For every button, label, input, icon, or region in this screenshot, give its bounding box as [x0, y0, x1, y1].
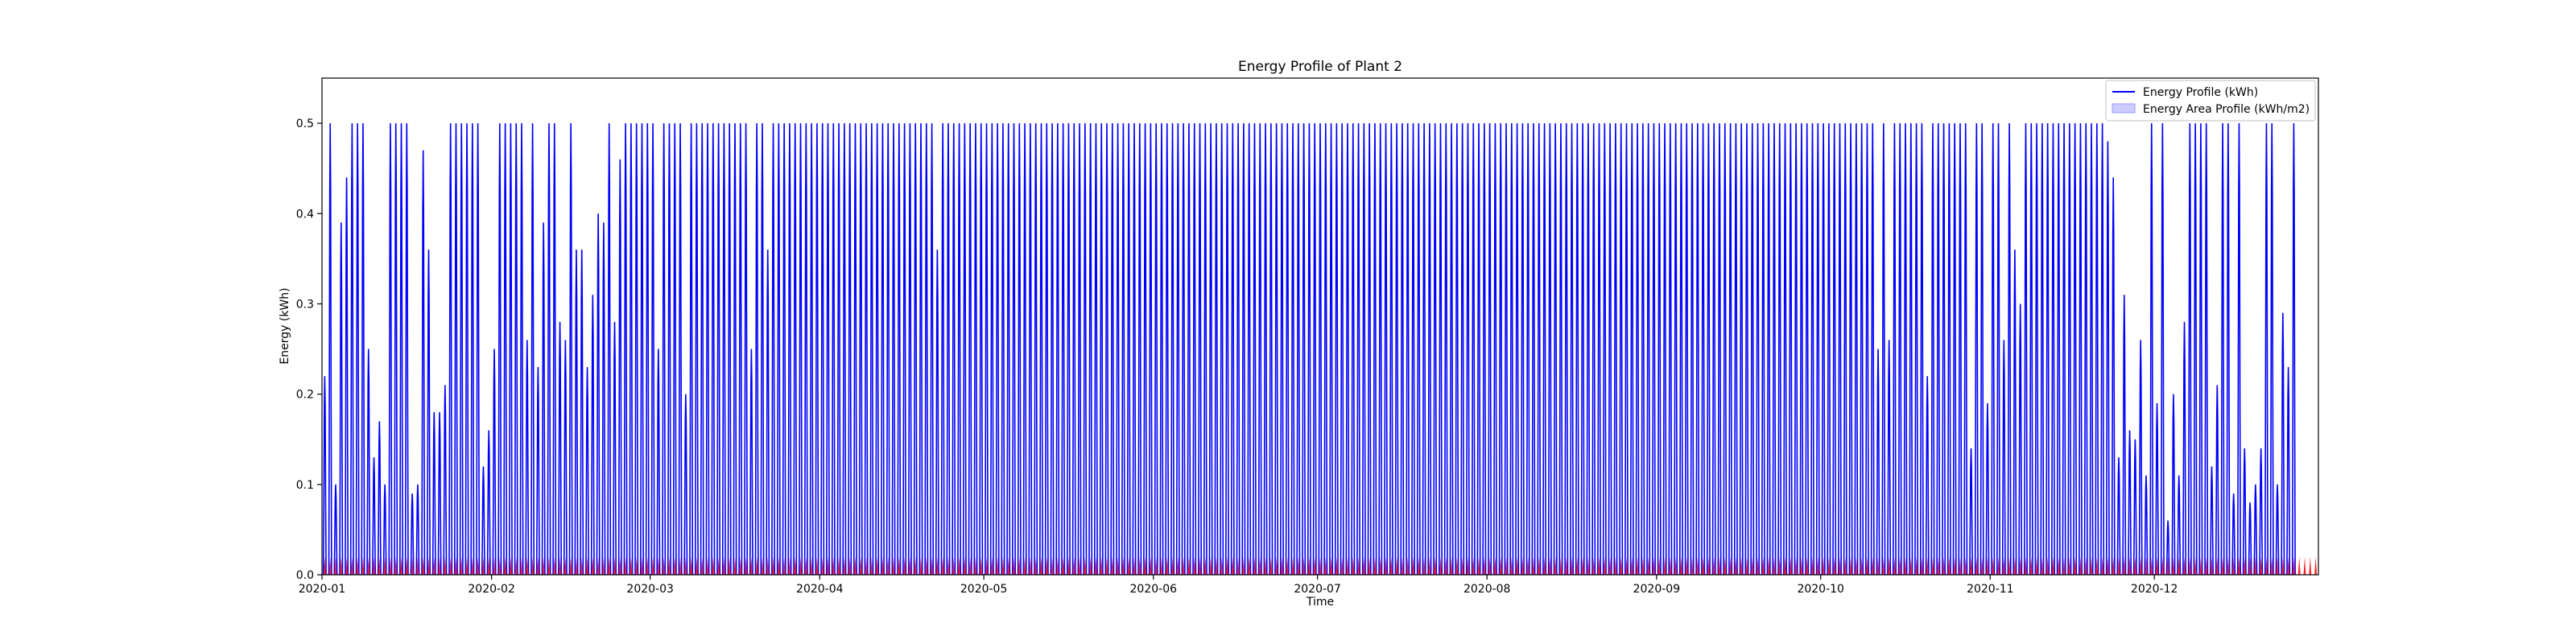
x-axis-label: Time	[1306, 596, 1334, 609]
x-tick-label: 2020-05	[960, 583, 1008, 596]
y-tick-label: 0.3	[296, 298, 314, 311]
x-tick-label: 2020-09	[1633, 583, 1681, 596]
x-tick-label: 2020-03	[626, 583, 674, 596]
legend-label-energy-profile: Energy Profile (kWh)	[2143, 86, 2258, 99]
y-axis-label: Energy (kWh)	[279, 287, 291, 364]
legend: Energy Profile (kWh) Energy Area Profile…	[2105, 80, 2316, 122]
x-tick-label: 2020-12	[2131, 583, 2178, 596]
y-tick-label: 0.0	[296, 569, 314, 582]
x-tick-label: 2020-07	[1294, 583, 1341, 596]
y-tick-label: 0.4	[296, 208, 314, 221]
y-tick-label: 0.2	[296, 389, 314, 402]
x-tick-label: 2020-10	[1797, 583, 1844, 596]
legend-swatch-energy-area-profile	[2112, 103, 2136, 114]
x-axis: 2020-01 2020-02 2020-03 2020-04 2020-05 2020-…	[299, 575, 2178, 596]
legend-frame	[2105, 80, 2316, 122]
series-area-energy-area-profile	[323, 556, 2318, 575]
x-tick-label: 2020-11	[1967, 583, 2014, 596]
y-axis: 0.0 0.1 0.2 0.3 0.4 0.5	[296, 118, 322, 582]
chart-title: Energy Profile of Plant 2	[1238, 59, 1402, 75]
plot-frame	[321, 77, 2319, 576]
x-tick-label: 2020-04	[796, 583, 844, 596]
x-tick-label: 2020-02	[468, 583, 515, 596]
series-line-energy-profile	[322, 123, 2297, 575]
series-layer	[322, 123, 2318, 575]
y-tick-label: 0.1	[296, 479, 314, 492]
x-tick-label: 2020-08	[1463, 583, 1511, 596]
legend-label-energy-area-profile: Energy Area Profile (kWh/m2)	[2143, 103, 2310, 116]
x-tick-label: 2020-06	[1130, 583, 1178, 596]
x-tick-label: 2020-01	[299, 583, 346, 596]
y-tick-label: 0.5	[296, 118, 314, 130]
